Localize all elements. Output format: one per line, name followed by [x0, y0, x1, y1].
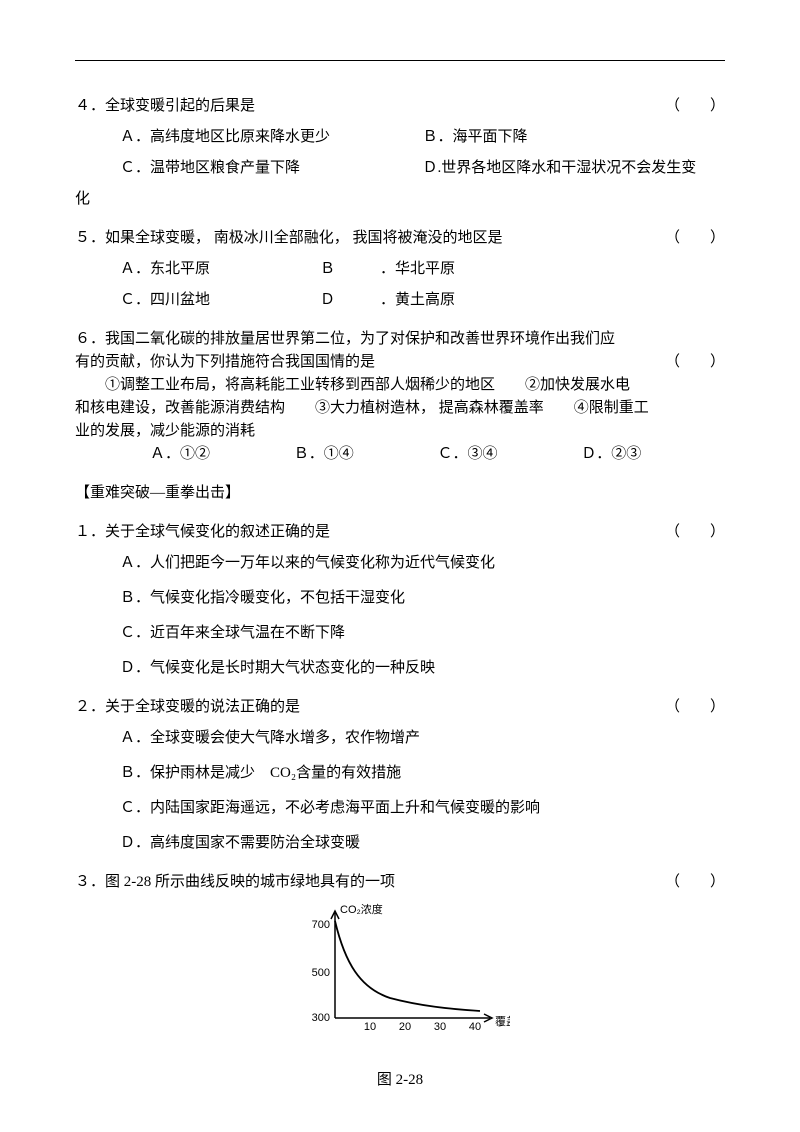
q4-paren: （ ）	[665, 96, 725, 117]
q2b-stem: ２．关于全球变暖的说法正确的是	[75, 697, 665, 718]
q6-options: Ａ．①② Ｂ．①④ Ｃ．③④ Ｄ．②③	[75, 444, 725, 465]
q4-optB: Ｂ．海平面下降	[423, 127, 726, 148]
q2b-optB: Ｂ．保护雨林是减少 CO₂含量的有效措施	[120, 763, 725, 784]
q5-optB-label: Ｂ	[320, 259, 380, 280]
question-5: ５．如果全球变暖， 南极冰川全部融化， 我国将被淹没的地区是 （ ） Ａ．东北平…	[75, 228, 725, 311]
q5-optD-label: Ｄ	[320, 290, 380, 311]
x-tick-20: 20	[399, 1021, 411, 1033]
q1b-optB: Ｂ．气候变化指冷暖变化，不包括干湿变化	[120, 588, 725, 609]
y-tick-500: 500	[312, 967, 330, 979]
question-2b: ２．关于全球变暖的说法正确的是 （ ） Ａ．全球变暖会使大气降水增多，农作物增产…	[75, 697, 725, 854]
paren-left: （	[665, 228, 680, 249]
q3b-paren: （ ）	[665, 872, 725, 893]
paren-left: （	[665, 522, 680, 543]
q6-line2: 有的贡献，你认为下列措施符合我国国情的是	[75, 352, 665, 373]
q1b-stem-row: １．关于全球气候变化的叙述正确的是 （ ）	[75, 522, 725, 543]
q1b-optA: Ａ．人们把距今一万年以来的气候变化称为近代气候变化	[120, 553, 725, 574]
paren-right: ）	[710, 522, 725, 543]
paren-left: （	[665, 352, 680, 373]
co2-chart: 700 500 300 10 20 30 40 CO₂浓度 覆盖率	[290, 903, 510, 1033]
paren-right: ）	[710, 352, 725, 373]
q2b-optC: Ｃ．内陆国家距海遥远，不必考虑海平面上升和气候变暖的影响	[120, 798, 725, 819]
q4-optC: Ｃ．温带地区粮食产量下降	[120, 158, 423, 179]
q5-optA: Ａ．东北平原	[120, 259, 320, 280]
q2b-optA: Ａ．全球变暖会使大气降水增多，农作物增产	[120, 728, 725, 749]
chart-container: 700 500 300 10 20 30 40 CO₂浓度 覆盖率	[75, 903, 725, 1040]
paren-left: （	[665, 697, 680, 718]
question-1b: １．关于全球气候变化的叙述正确的是 （ ） Ａ．人们把距今一万年以来的气候变化称…	[75, 522, 725, 679]
q4-stem: ４．全球变暖引起的后果是	[75, 96, 665, 117]
q6-optD: Ｄ．②③	[581, 444, 725, 465]
section-header: 【重难突破—重拳出击】	[75, 483, 725, 504]
q1b-stem: １．关于全球气候变化的叙述正确的是	[75, 522, 665, 543]
q2b-stem-row: ２．关于全球变暖的说法正确的是 （ ）	[75, 697, 725, 718]
x-tick-40: 40	[469, 1021, 481, 1033]
question-3b: ３．图 2-28 所示曲线反映的城市绿地具有的一项 （ ） 700 500 30…	[75, 872, 725, 1091]
q6-optB: Ｂ．①④	[294, 444, 438, 465]
q5-optB-text: ．华北平原	[380, 259, 725, 280]
y-tick-300: 300	[312, 1012, 330, 1024]
q3b-stem-row: ３．图 2-28 所示曲线反映的城市绿地具有的一项 （ ）	[75, 872, 725, 893]
q4-options: Ａ．高纬度地区比原来降水更少 Ｂ．海平面下降 Ｃ．温带地区粮食产量下降 Ｄ.世界…	[75, 127, 725, 179]
q6-line2-row: 有的贡献，你认为下列措施符合我国国情的是 （ ）	[75, 352, 725, 373]
paren-left: （	[665, 872, 680, 893]
question-6: ６．我国二氧化碳的排放量居世界第二位，为了对保护和改善世界环境作出我们应 有的贡…	[75, 329, 725, 465]
paren-right: ）	[710, 228, 725, 249]
q6-line4: 和核电建设，改善能源消费结构 ③大力植树造林， 提高森林覆盖率 ④限制重工	[75, 398, 725, 419]
q4-optD-cont: 化	[75, 189, 725, 210]
q5-stem: ５．如果全球变暖， 南极冰川全部融化， 我国将被淹没的地区是	[75, 228, 665, 249]
q1b-optC: Ｃ．近百年来全球气温在不断下降	[120, 623, 725, 644]
x-axis-label: 覆盖率	[495, 1014, 510, 1028]
q6-line3: ①调整工业布局，将高耗能工业转移到西部人烟稀少的地区 ②加快发展水电	[75, 375, 725, 396]
question-4: ４．全球变暖引起的后果是 （ ） Ａ．高纬度地区比原来降水更少 Ｂ．海平面下降 …	[75, 96, 725, 210]
q5-optC: Ｃ．四川盆地	[120, 290, 320, 311]
paren-right: ）	[710, 96, 725, 117]
q6-optC: Ｃ．③④	[438, 444, 582, 465]
y-axis-label: CO₂浓度	[340, 903, 383, 916]
x-tick-30: 30	[434, 1021, 446, 1033]
q5-options-row1: Ａ．东北平原 Ｂ ．华北平原 Ｃ．四川盆地 Ｄ ．黄土高原	[75, 259, 725, 311]
y-tick-700: 700	[312, 919, 330, 931]
q4-optD: Ｄ.世界各地区降水和干湿状况不会发生变	[423, 158, 726, 179]
q2b-optD: Ｄ．高纬度国家不需要防治全球变暖	[120, 833, 725, 854]
paren-right: ）	[710, 872, 725, 893]
top-horizontal-rule	[75, 60, 725, 61]
q6-optA: Ａ．①②	[150, 444, 294, 465]
q2b-options: Ａ．全球变暖会使大气降水增多，农作物增产 Ｂ．保护雨林是减少 CO₂含量的有效措…	[75, 728, 725, 854]
q4-stem-row: ４．全球变暖引起的后果是 （ ）	[75, 96, 725, 117]
x-tick-10: 10	[364, 1021, 376, 1033]
paren-left: （	[665, 96, 680, 117]
q6-line5: 业的发展，减少能源的消耗	[75, 421, 725, 442]
q1b-options: Ａ．人们把距今一万年以来的气候变化称为近代气候变化 Ｂ．气候变化指冷暖变化，不包…	[75, 553, 725, 679]
paren-right: ）	[710, 697, 725, 718]
q5-optD-text: ．黄土高原	[380, 290, 725, 311]
q1b-paren: （ ）	[665, 522, 725, 543]
curve-line	[335, 921, 480, 1011]
q6-paren: （ ）	[665, 352, 725, 373]
q6-line1: ６．我国二氧化碳的排放量居世界第二位，为了对保护和改善世界环境作出我们应	[75, 329, 725, 350]
q4-optA: Ａ．高纬度地区比原来降水更少	[120, 127, 423, 148]
q5-stem-row: ５．如果全球变暖， 南极冰川全部融化， 我国将被淹没的地区是 （ ）	[75, 228, 725, 249]
chart-caption: 图 2-28	[75, 1070, 725, 1091]
q3b-stem: ３．图 2-28 所示曲线反映的城市绿地具有的一项	[75, 872, 665, 893]
q5-paren: （ ）	[665, 228, 725, 249]
q2b-paren: （ ）	[665, 697, 725, 718]
q1b-optD: Ｄ．气候变化是长时期大气状态变化的一种反映	[120, 658, 725, 679]
chart-svg: 700 500 300 10 20 30 40 CO₂浓度 覆盖率	[290, 903, 510, 1033]
